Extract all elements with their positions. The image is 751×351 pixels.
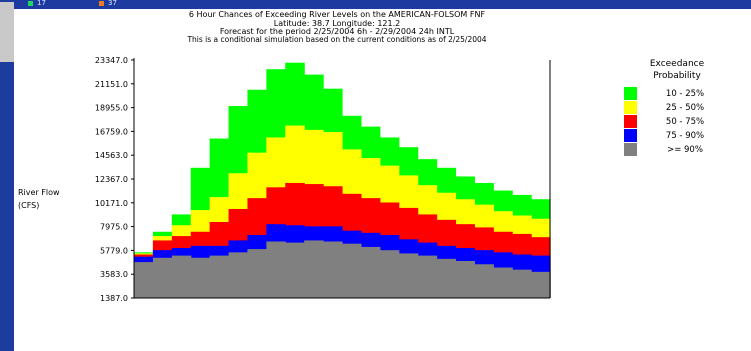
bar-segment <box>323 241 343 298</box>
exceedance-chart: 6 Hour Chances of Exceeding River Levels… <box>18 10 705 303</box>
y-axis-label-line2: (CFS) <box>18 201 39 210</box>
legend-label: >= 90% <box>667 145 703 155</box>
bar-segment <box>455 261 475 298</box>
legend: 10 - 25% 25 - 50% 50 - 75% 75 - 90% >= 90% <box>624 87 704 156</box>
chart-title: 6 Hour Chances of Exceeding River Levels… <box>189 10 486 19</box>
y-tick-label: 3583.0 <box>100 270 128 279</box>
y-tick-label: 10171.0 <box>95 199 128 208</box>
left-value-2: 37 <box>108 0 117 7</box>
left-value-1: 17 <box>37 0 46 7</box>
left-gray-box <box>0 2 14 62</box>
bar-segment <box>398 253 419 298</box>
bar-segment <box>493 267 513 298</box>
y-axis-label-line1: River Flow <box>18 188 60 197</box>
bar-segment <box>304 240 324 298</box>
bar-segment <box>436 258 457 298</box>
y-tick-label: 1387.0 <box>100 294 128 303</box>
bar-segment <box>285 242 305 298</box>
legend-label: 10 - 25% <box>666 89 704 99</box>
bar-segment <box>171 255 192 298</box>
y-tick-label: 16759.0 <box>95 127 128 136</box>
bar-segment <box>266 241 286 298</box>
legend-title-line2: Probability <box>653 71 701 81</box>
bar-segment <box>531 271 551 298</box>
bar-segment <box>152 257 173 298</box>
bar-segment <box>209 255 230 298</box>
y-tick-label: 18955.0 <box>95 104 128 113</box>
bar-segment <box>247 249 267 298</box>
bar-segment <box>512 269 532 298</box>
chart-subtitle-1: Latitude: 38.7 Longitude: 121.2 <box>274 19 400 28</box>
y-tick-label: 21151.0 <box>95 80 128 89</box>
bar-segment <box>228 252 249 298</box>
green-swatch <box>28 1 33 6</box>
chart-panel: 6 Hour Chances of Exceeding River Levels… <box>14 9 751 351</box>
y-tick-label: 23347.0 <box>95 56 128 65</box>
bar-segment <box>342 243 362 298</box>
bar-segment <box>474 264 494 298</box>
legend-swatch <box>624 115 637 128</box>
top-band: 17 37 <box>0 0 751 9</box>
legend-swatch <box>624 101 637 114</box>
bar-segment <box>379 250 400 298</box>
legend-swatch <box>624 143 637 156</box>
bar-segment <box>360 246 381 298</box>
chart-subtitle-3: This is a conditional simulation based o… <box>186 35 486 44</box>
bar-segment <box>190 257 211 298</box>
chart-subtitle-2: Forecast for the period 2/25/2004 6h - 2… <box>220 27 455 36</box>
legend-label: 50 - 75% <box>666 117 704 127</box>
axes <box>133 58 551 299</box>
bar-segment <box>417 255 438 298</box>
orange-swatch <box>99 1 104 6</box>
y-tick-labels: 23347.0 21151.0 18955.0 16759.0 14563.0 12367… <box>95 56 134 303</box>
legend-swatch <box>624 87 637 100</box>
legend-label: 75 - 90% <box>666 131 704 141</box>
left-band <box>0 0 14 351</box>
y-tick-label: 7975.0 <box>100 223 128 232</box>
y-tick-label: 5779.0 <box>100 246 128 255</box>
legend-swatch <box>624 129 637 142</box>
bar-segment <box>134 262 154 298</box>
y-tick-label: 12367.0 <box>95 175 128 184</box>
legend-title-line1: Exceedance <box>650 59 705 69</box>
series-bars <box>134 62 551 299</box>
y-tick-label: 14563.0 <box>95 151 128 160</box>
legend-label: 25 - 50% <box>666 103 704 113</box>
